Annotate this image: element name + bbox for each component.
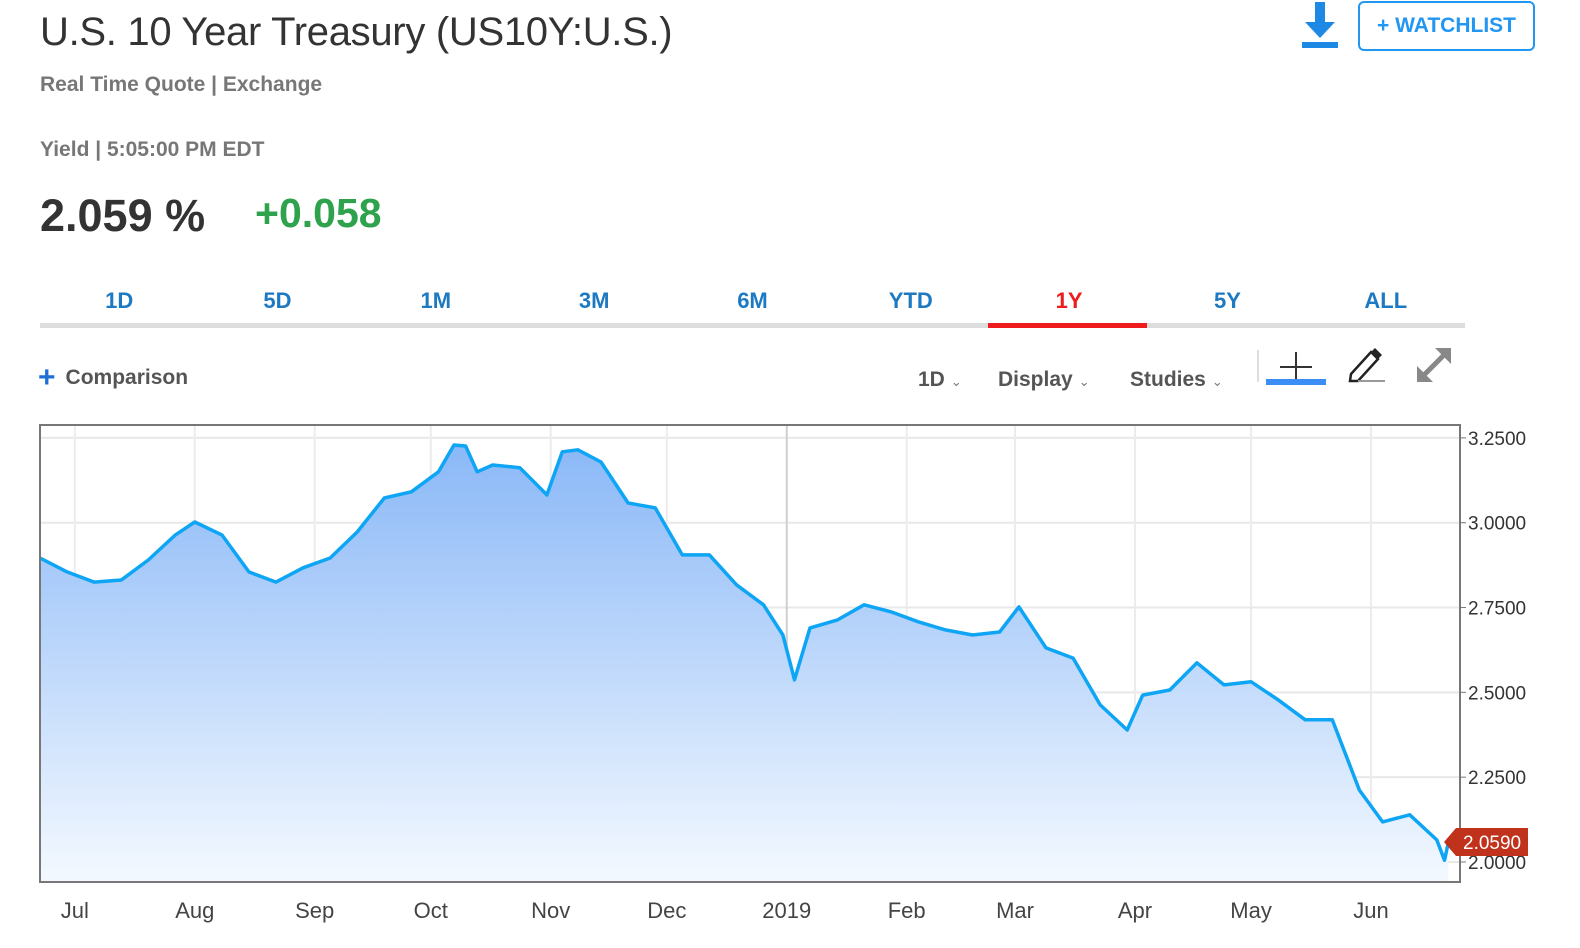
x-tick-label: Jun	[1353, 898, 1388, 923]
x-tick-label: Sep	[295, 898, 334, 923]
last-value-label: 2.0590	[1463, 833, 1521, 854]
tab-5d[interactable]: 5D	[263, 288, 292, 313]
display-dropdown[interactable]: Display ⌄	[998, 368, 1090, 392]
tab-1d[interactable]: 1D	[105, 288, 134, 313]
comparison-button[interactable]: + Comparison	[38, 361, 189, 394]
comparison-label: Comparison	[65, 366, 189, 389]
toolbar-divider	[1257, 350, 1259, 382]
tab-all[interactable]: ALL	[1364, 288, 1408, 313]
tab-5y[interactable]: 5Y	[1214, 288, 1241, 313]
crosshair-icon[interactable]	[1266, 350, 1326, 391]
last-price: 2.059 %	[40, 190, 206, 241]
last-value-badge	[1444, 827, 1528, 856]
tab-underline	[40, 323, 1465, 328]
y-tick-label: 2.5000	[1468, 683, 1526, 704]
download-icon[interactable]	[1300, 2, 1340, 50]
y-tick-label: 3.0000	[1468, 514, 1526, 535]
studies-label: Studies	[1130, 368, 1206, 391]
plus-icon: +	[38, 361, 56, 394]
tab-1m[interactable]: 1M	[420, 288, 452, 313]
x-tick-label: Dec	[647, 898, 686, 923]
display-label: Display	[998, 368, 1073, 391]
plot-frame	[39, 424, 1461, 883]
quote-source: Real Time Quote | Exchange	[40, 73, 323, 96]
x-tick-label: 2019	[762, 898, 811, 923]
chevron-down-icon: ⌄	[950, 374, 962, 389]
interval-label: 1D	[918, 368, 945, 391]
x-tick-label: Nov	[531, 898, 570, 923]
tab-6m[interactable]: 6M	[737, 288, 768, 313]
price-change: +0.058	[255, 190, 382, 236]
chevron-down-icon: ⌄	[1211, 374, 1223, 389]
tab-1y[interactable]: 1Y	[1055, 288, 1083, 313]
yield-line	[39, 443, 1451, 863]
tab-ytd[interactable]: YTD	[888, 288, 933, 313]
x-tick-label: Oct	[414, 898, 448, 923]
x-tick-label: Jul	[61, 898, 89, 923]
x-tick-label: Mar	[996, 898, 1034, 923]
y-tick-label: 2.0000	[1468, 853, 1526, 874]
time-range-tabs: 1D 5D 1M 3M 6M YTD 1Y 5Y ALL	[40, 288, 1465, 328]
x-tick-label: May	[1230, 898, 1272, 923]
add-to-watchlist-button[interactable]: + WATCHLIST	[1358, 1, 1535, 51]
active-tab-indicator	[988, 323, 1147, 328]
y-tick-label: 3.2500	[1468, 429, 1526, 450]
pencil-icon[interactable]	[1347, 346, 1387, 391]
expand-icon[interactable]	[1415, 346, 1453, 389]
y-tick-label: 2.7500	[1468, 599, 1526, 620]
interval-dropdown[interactable]: 1D ⌄	[918, 368, 962, 392]
chevron-down-icon: ⌄	[1078, 374, 1090, 389]
page-title: U.S. 10 Year Treasury (US10Y:U.S.)	[40, 10, 673, 54]
x-tick-label: Apr	[1118, 898, 1152, 923]
y-tick-label: 2.2500	[1468, 768, 1526, 789]
studies-dropdown[interactable]: Studies ⌄	[1130, 368, 1223, 392]
x-tick-label: Aug	[175, 898, 214, 923]
area-fill	[40, 445, 1449, 882]
yield-timestamp: Yield | 5:05:00 PM EDT	[40, 138, 265, 161]
x-tick-label: Feb	[888, 898, 926, 923]
tab-3m[interactable]: 3M	[578, 288, 610, 313]
